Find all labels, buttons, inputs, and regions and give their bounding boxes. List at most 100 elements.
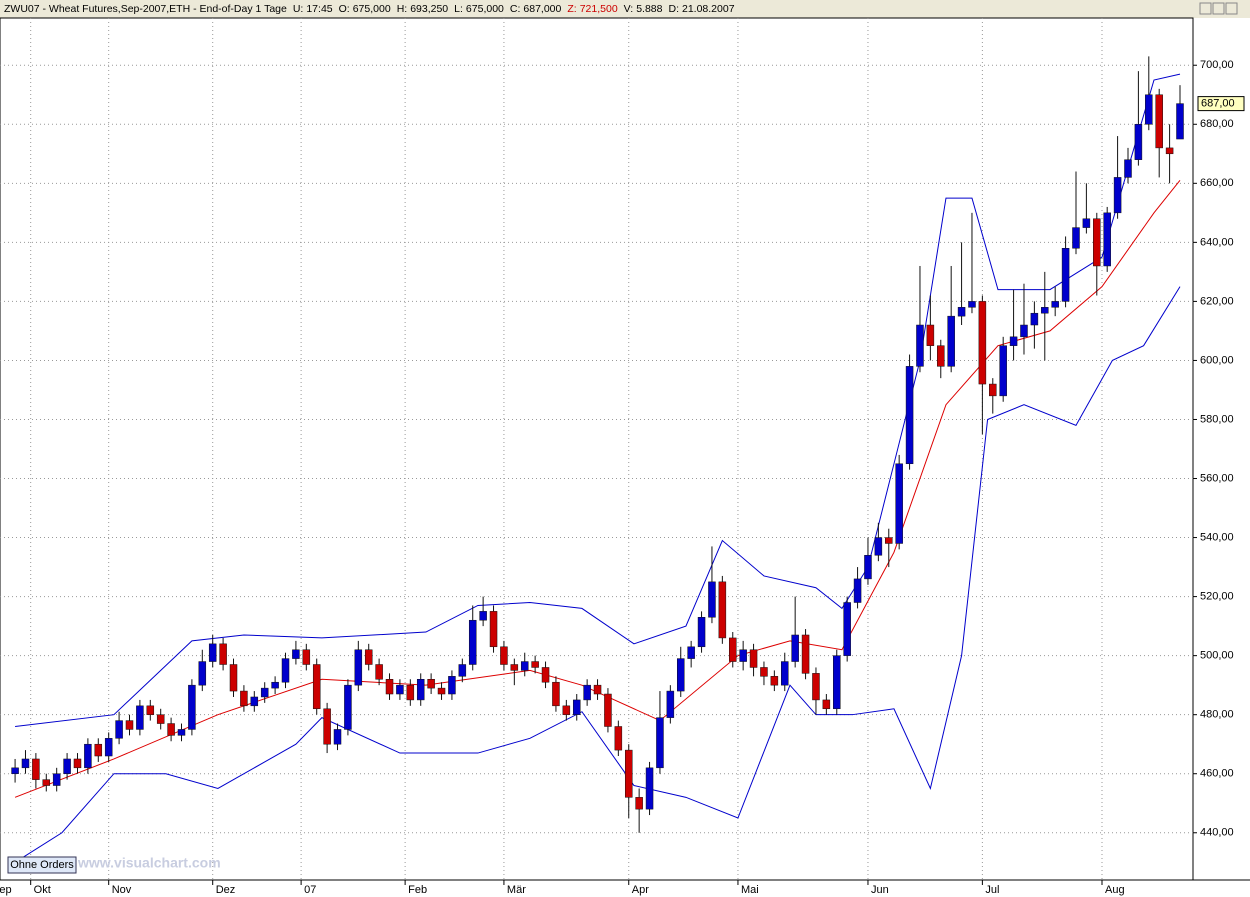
candle-body	[1051, 301, 1059, 308]
candle-body	[697, 617, 706, 648]
candle-body	[968, 301, 976, 308]
header-field-label: L:	[454, 3, 463, 15]
candle-body	[864, 555, 872, 580]
candle-body	[999, 345, 1007, 397]
candle-body	[614, 726, 623, 751]
candle-body	[801, 634, 810, 674]
header-field-label: Z:	[567, 3, 576, 15]
candle-body	[760, 667, 768, 677]
candle-body	[676, 658, 685, 692]
candle-body	[385, 679, 394, 695]
candle-body	[292, 649, 300, 659]
orders-button[interactable]	[7, 856, 77, 874]
candle-body	[1176, 103, 1184, 140]
candle-body	[32, 758, 40, 780]
candle-body	[853, 578, 862, 603]
candle-body	[562, 705, 571, 715]
candle-body	[895, 463, 903, 544]
candle-body	[510, 664, 519, 671]
candle-body	[458, 664, 467, 677]
candle-body	[11, 767, 19, 774]
candle-body	[593, 684, 602, 695]
candle-body	[718, 581, 727, 639]
candle-body	[500, 646, 508, 665]
candle-body	[63, 758, 71, 774]
header-field-label: C:	[510, 3, 521, 15]
plot: 440,00 460,00 480,00 500,00 520,00 540,00 560,…	[0, 18, 1245, 896]
candle-body	[812, 673, 820, 701]
y-tick-label: 580,00	[1200, 413, 1234, 425]
candle-body	[1030, 312, 1039, 326]
candle-body	[364, 649, 373, 665]
candle-body	[427, 679, 435, 689]
candle-body	[916, 324, 924, 367]
candle-body	[666, 690, 675, 718]
candle-body	[1020, 324, 1028, 338]
header-field-value: 721,500	[580, 3, 618, 15]
bollinger-band	[14, 180, 1181, 798]
candle-body	[791, 634, 799, 662]
candle-body	[874, 537, 883, 556]
candle-body	[52, 773, 61, 786]
candle-body	[833, 655, 841, 710]
header-field-label: V:	[624, 3, 634, 15]
header-field-value: 675,000	[353, 3, 391, 15]
candle-body	[1061, 248, 1070, 302]
y-tick-label: 520,00	[1200, 591, 1234, 603]
y-tick-label: 660,00	[1200, 177, 1234, 189]
candle-body	[1155, 94, 1163, 149]
candle-body	[188, 684, 196, 730]
candle-body	[281, 658, 290, 683]
candle-body	[843, 602, 851, 656]
candle-body	[1134, 124, 1143, 160]
window-buttons[interactable]	[1199, 2, 1238, 15]
header-field-label: O:	[339, 3, 350, 15]
x-tick-label: Jul	[985, 884, 999, 896]
candle-body	[645, 767, 654, 810]
header-field-value: 693,250	[410, 3, 448, 15]
candle-body	[739, 649, 747, 662]
candle-body	[177, 729, 186, 736]
candle-body	[1041, 307, 1049, 314]
candle-body	[583, 684, 591, 701]
candle-body	[323, 708, 331, 745]
header-field-label: D:	[668, 3, 679, 15]
candle-body	[1103, 212, 1111, 267]
candle-body	[396, 684, 404, 695]
x-tick-label: Dez	[216, 884, 236, 896]
candle-body	[978, 301, 987, 385]
candle-body	[146, 705, 155, 715]
watermark: www.visualchart.com	[77, 855, 221, 871]
candle-body	[1145, 94, 1153, 125]
candle-body	[94, 743, 103, 757]
candle-body	[437, 687, 446, 695]
candle-body	[926, 324, 935, 346]
header-text: ZWU07 - Wheat Futures,Sep-2007,ETH - End…	[4, 3, 735, 15]
candle-body	[635, 797, 643, 810]
candle-body	[73, 758, 82, 769]
x-tick-label: Okt	[34, 884, 51, 896]
candle-body	[84, 743, 92, 769]
candle-body	[687, 646, 695, 659]
candle-body	[1113, 177, 1122, 214]
candle-body	[770, 676, 779, 686]
x-tick-label: Mai	[741, 884, 759, 896]
x-tick-label: Sep	[0, 884, 12, 896]
candle-body	[822, 699, 831, 710]
x-tick-label: Apr	[632, 884, 649, 896]
y-tick-label: 460,00	[1200, 768, 1234, 780]
candle-body	[156, 714, 165, 724]
orders-button-label: Ohne Orders	[10, 859, 74, 871]
x-tick-label: Jun	[871, 884, 889, 896]
candle-body	[937, 345, 945, 367]
candle-body	[947, 315, 955, 367]
y-tick-label: 540,00	[1200, 531, 1234, 543]
candle-body	[208, 643, 217, 662]
y-tick-label: 640,00	[1200, 236, 1234, 248]
header-bar	[0, 0, 1250, 18]
y-tick-label: 560,00	[1200, 472, 1234, 484]
candle-body	[885, 537, 893, 544]
candle-body	[708, 581, 716, 618]
candle-body	[520, 661, 529, 671]
